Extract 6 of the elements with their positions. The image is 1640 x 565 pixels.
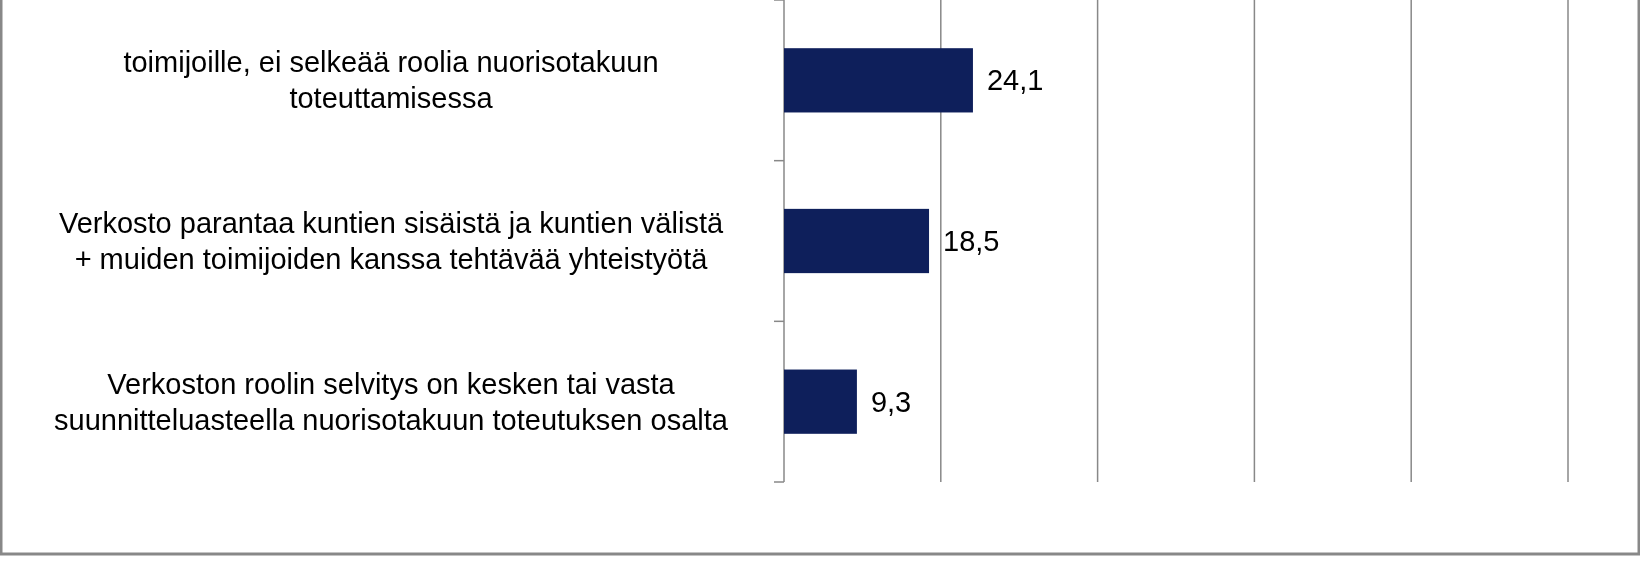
- data-label: 9,3: [870, 385, 912, 418]
- y-tick-label: Verkoston roolin selvitys on kesken tai vasta suunnitteluasteella nuorisotakuun toteutuksen osalta: [54, 367, 729, 436]
- y-tick-label: Verkosto parantaa kuntien sisäistä ja kuntien välistä + muiden toimijoiden kanssa tehtävää yhteistyötä: [58, 207, 724, 275]
- data-label: 24,1: [986, 64, 1044, 97]
- data-label: 18,5: [943, 225, 1000, 257]
- y-tick-label: toimijoille, ei selkeää roolia nuorisotakuun toteuttamisessa: [123, 46, 659, 115]
